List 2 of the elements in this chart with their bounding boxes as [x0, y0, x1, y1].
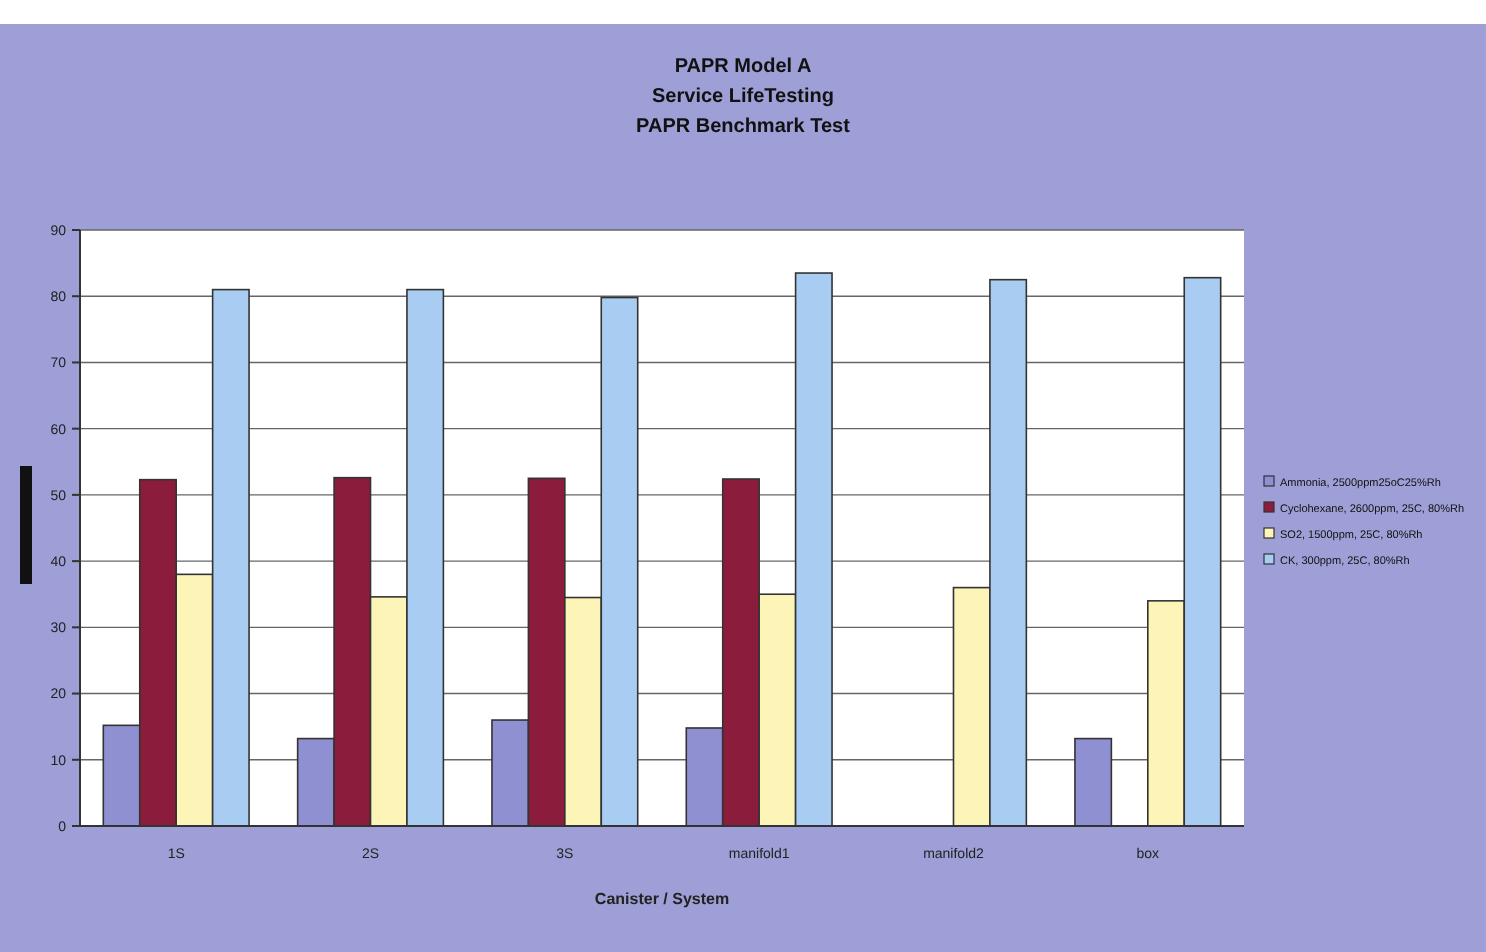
x-axis-title: Canister / System [594, 890, 730, 908]
chart-title: PAPR Model A Service LifeTesting PAPR Benchmark Test [636, 56, 852, 138]
